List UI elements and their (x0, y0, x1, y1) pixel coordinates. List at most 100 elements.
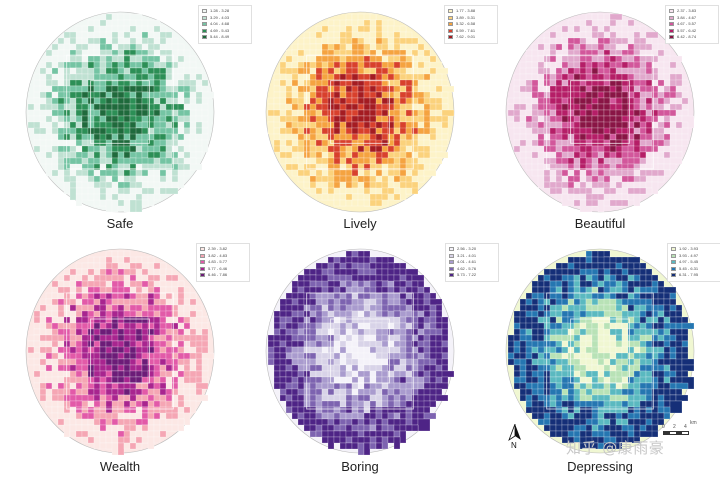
legend-label: 5.73 - 7.22 (457, 272, 477, 278)
map-cell (597, 199, 605, 213)
map-cell (321, 109, 329, 117)
map-cell (405, 67, 413, 75)
map-cell (339, 400, 347, 408)
map-cell (309, 103, 317, 111)
map-cell (363, 418, 371, 426)
map-cell (645, 394, 653, 402)
map-cell (327, 424, 335, 432)
map-cell (525, 310, 533, 318)
map-cell (75, 286, 83, 294)
map-cell (399, 31, 407, 39)
map-cell (123, 418, 131, 426)
map-cell (369, 412, 377, 420)
legend-label: 3.93 - 4.97 (679, 252, 699, 258)
map-cell (51, 163, 59, 171)
map-cell (33, 91, 41, 99)
map-cell (669, 310, 677, 318)
map-cell (69, 274, 77, 282)
map-cell (657, 316, 665, 324)
map-cell (441, 79, 449, 87)
map-cell (573, 400, 581, 408)
map-cell (69, 430, 77, 438)
map-cell (81, 436, 89, 444)
map-cell (669, 157, 683, 165)
map-cell (309, 175, 317, 183)
map-cell (393, 430, 401, 438)
map-cell (117, 145, 125, 153)
map-cell (429, 67, 437, 75)
map-cell (387, 328, 395, 336)
map-cell (393, 151, 401, 159)
map-cell (117, 97, 125, 105)
map-cell (159, 79, 167, 87)
legend-item: 2.37 - 3.83 (669, 8, 715, 15)
map-cell (39, 382, 47, 390)
map-cell (153, 412, 161, 420)
map-cell (639, 352, 647, 360)
map-cell (657, 358, 665, 366)
map-cell (441, 346, 449, 354)
map-cell (585, 346, 593, 354)
map-cell (615, 322, 623, 330)
map-cell (651, 424, 659, 432)
map-cell (189, 73, 197, 81)
legend-item: 4.97 - 5.45 (671, 259, 717, 266)
map-cell (339, 169, 347, 177)
map-cell (87, 43, 95, 51)
map-cell (147, 340, 155, 348)
map-cell (93, 157, 101, 165)
map-cell (513, 91, 521, 99)
map-cell (549, 55, 557, 63)
map-cell (141, 376, 149, 384)
map-cell (273, 364, 281, 372)
map-cell (381, 412, 389, 420)
map-cell (639, 85, 647, 93)
map-cell (357, 292, 365, 300)
map-cell (387, 388, 395, 396)
map-cell (33, 334, 41, 342)
map-cell (435, 388, 443, 396)
map-cell (333, 322, 341, 330)
map-cell (399, 97, 407, 105)
map-cell (141, 286, 149, 294)
map-cell (99, 424, 107, 432)
map-cell (63, 424, 71, 438)
map-cell (195, 304, 203, 312)
map-cell (141, 43, 149, 51)
map-cell (369, 304, 377, 312)
map-cell (627, 418, 635, 426)
map-cell (189, 91, 197, 99)
map-cell (99, 151, 107, 159)
map-cell (291, 334, 299, 342)
map-cell (315, 430, 323, 438)
map-cell (159, 298, 167, 306)
map-cell (399, 115, 407, 123)
map-cell (369, 187, 377, 195)
map-cell (543, 37, 551, 45)
map-cell (99, 436, 107, 444)
map-cell (291, 121, 299, 129)
map-cell (339, 193, 347, 201)
map-cell (345, 91, 353, 99)
map-cell (363, 370, 371, 378)
map-cell (339, 181, 347, 189)
legend-label: 4.62 - 5.76 (457, 265, 477, 271)
map-cell (267, 358, 275, 366)
map-cell (183, 97, 191, 105)
map-cell (81, 139, 89, 147)
watermark: 知乎 @康雨豪 (566, 439, 665, 457)
map-cell (387, 181, 395, 189)
map-cell (519, 376, 527, 384)
map-cell (117, 127, 125, 135)
map-cell (597, 340, 605, 348)
map-cell (129, 292, 137, 300)
map-cell (549, 43, 557, 51)
map-cell (291, 133, 299, 141)
map-cell (639, 127, 647, 135)
map-cell (657, 298, 665, 306)
map-cell (675, 139, 683, 147)
map-cell (363, 187, 371, 195)
map-cell (681, 103, 689, 111)
map-cell (75, 115, 83, 123)
map-cell (165, 364, 173, 372)
